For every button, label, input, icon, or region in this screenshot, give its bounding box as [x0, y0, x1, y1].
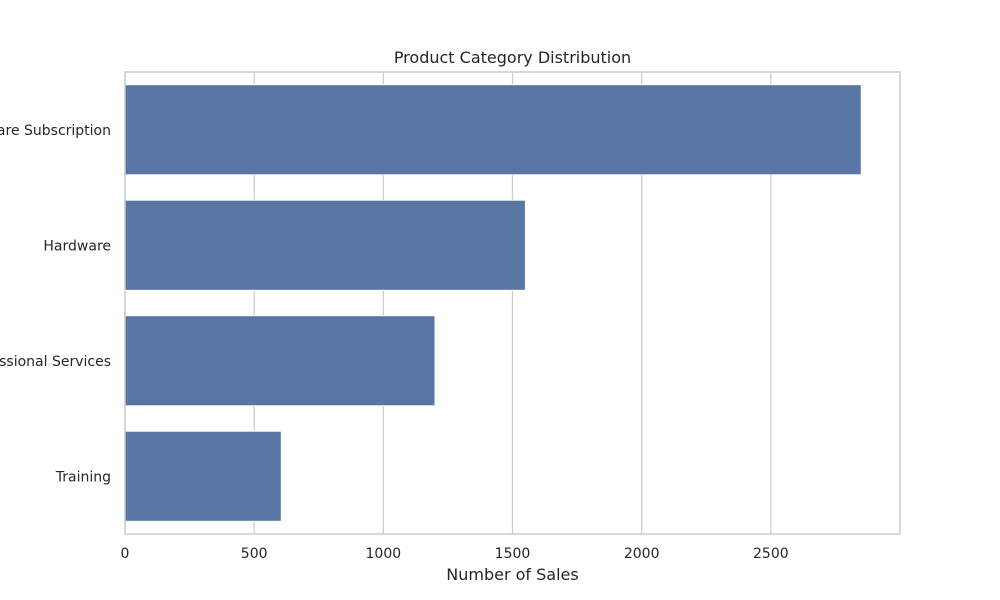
bars: [124, 84, 862, 522]
y-tick-label: Professional Services: [0, 354, 111, 370]
y-tick-label: Software Subscription: [0, 123, 111, 139]
x-tick-label: 2000: [624, 546, 660, 562]
x-tick-labels: 0 500 1000 1500 2000 2500: [121, 546, 789, 562]
x-tick-label: 1500: [495, 546, 531, 562]
y-tick-labels: Software Subscription Hardware Professiona…: [0, 123, 111, 486]
bar: [124, 315, 436, 407]
y-tick-label: Training: [55, 469, 111, 485]
x-tick-label: 0: [121, 546, 130, 562]
plot-frame: [124, 71, 901, 535]
x-tick-label: 2500: [753, 546, 789, 562]
bar: [124, 84, 862, 176]
x-axis-label: Number of Sales: [446, 565, 578, 584]
bar: [124, 199, 526, 291]
x-tick-label: 500: [241, 546, 268, 562]
y-tick-label: Hardware: [43, 238, 111, 254]
chart-title: Product Category Distribution: [394, 48, 631, 67]
bar: [124, 430, 282, 522]
x-tick-label: 1000: [366, 546, 402, 562]
